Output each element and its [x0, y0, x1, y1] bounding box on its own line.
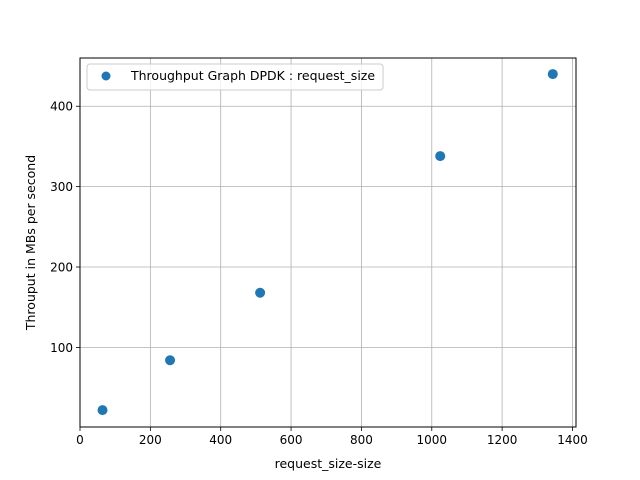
- y-tick-label: 100: [50, 341, 73, 355]
- data-point: [97, 405, 108, 416]
- y-tick-label: 400: [50, 100, 73, 114]
- x-tick-label: 0: [76, 433, 84, 447]
- data-point: [435, 151, 446, 162]
- y-axis-ticks: 100 200 300 400: [50, 100, 80, 355]
- x-axis-ticks: 0 200 400 600 800 1000 1200 1400: [76, 427, 588, 447]
- data-point: [165, 355, 176, 366]
- legend: Throughput Graph DPDK : request_size: [86, 63, 384, 91]
- x-tick-label: 800: [350, 433, 373, 447]
- x-tick-label: 1200: [487, 433, 518, 447]
- legend-label: Throughput Graph DPDK : request_size: [130, 68, 375, 83]
- x-tick-label: 200: [139, 433, 162, 447]
- data-points: [97, 69, 558, 416]
- y-axis-label: Throuput in MBs per second: [23, 155, 38, 331]
- legend-marker: [101, 71, 111, 81]
- data-point: [255, 287, 266, 298]
- x-axis-label: request_size-size: [275, 456, 382, 471]
- x-tick-label: 600: [280, 433, 303, 447]
- data-point: [547, 69, 558, 80]
- grid: [79, 58, 576, 427]
- x-tick-label: 400: [209, 433, 232, 447]
- x-tick-label: 1400: [557, 433, 588, 447]
- y-tick-label: 300: [50, 180, 73, 194]
- plot-frame: [79, 57, 577, 428]
- x-tick-label: 1000: [416, 433, 447, 447]
- legend-box: [86, 63, 384, 91]
- y-tick-label: 200: [50, 261, 73, 275]
